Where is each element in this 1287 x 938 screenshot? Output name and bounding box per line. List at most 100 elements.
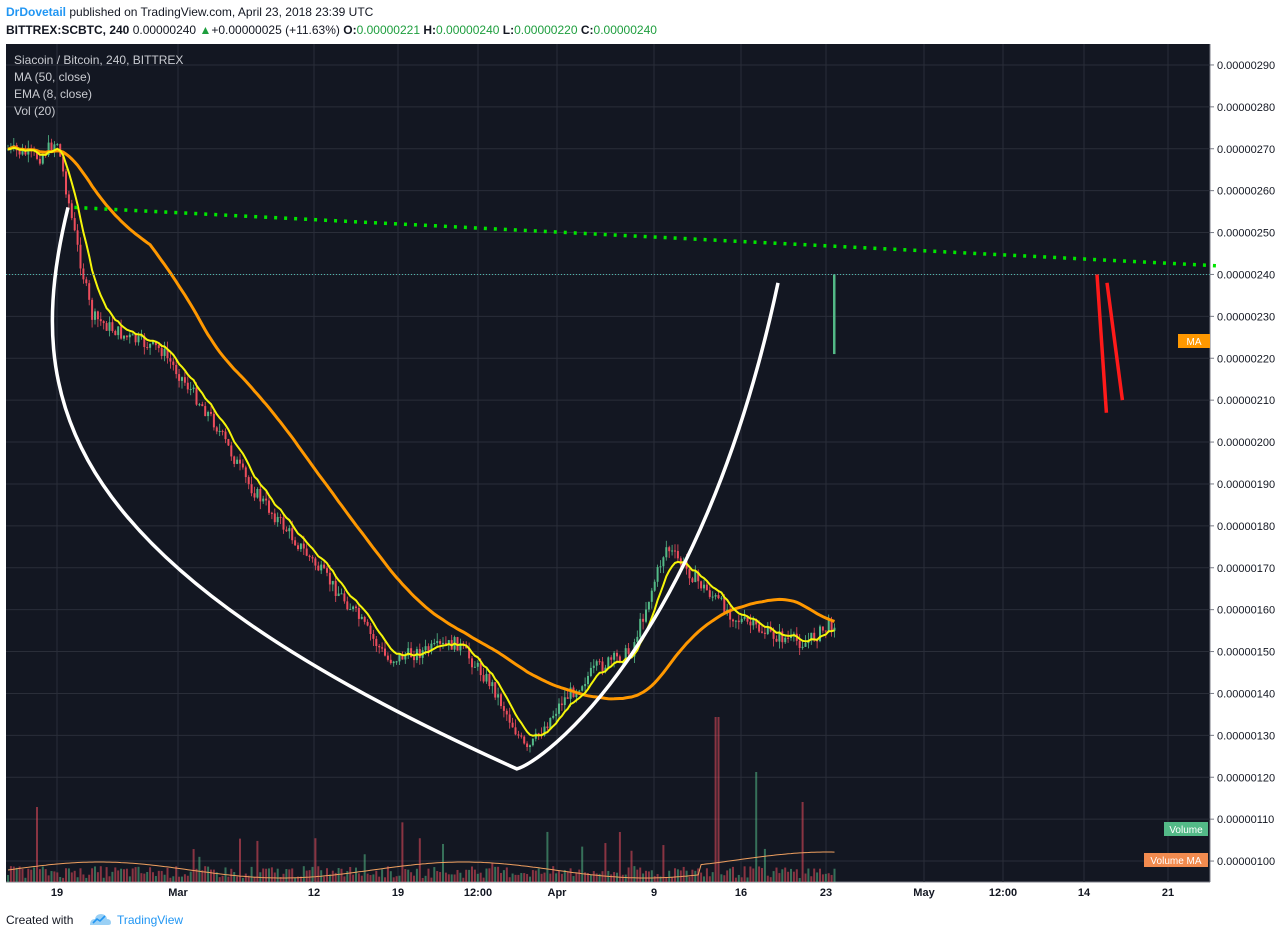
candle-body <box>433 642 436 644</box>
y-tick-label: 0.00000190 <box>1217 479 1275 491</box>
volume-bar <box>157 870 160 882</box>
legend-vol[interactable]: Vol (20) <box>14 104 56 118</box>
candle-body <box>239 459 241 464</box>
candle-body <box>479 662 482 676</box>
candle-body <box>96 311 99 320</box>
volume-bar <box>134 867 137 882</box>
candle-body <box>355 606 357 609</box>
candle-body <box>163 348 166 356</box>
candle-body <box>134 334 137 343</box>
candle-body <box>798 640 801 648</box>
x-tick-label: 12:00 <box>464 887 492 899</box>
chart-canvas[interactable]: 0.00000100 0.00000110 0.00000120 0.00000130… <box>0 44 1287 902</box>
chart-area[interactable]: 0.00000100 0.00000110 0.00000120 0.00000130… <box>0 44 1287 902</box>
volume-bar <box>421 877 424 882</box>
tradingview-link[interactable]: TradingView <box>117 913 184 927</box>
volume-bar <box>384 877 386 882</box>
volume-bar <box>398 875 401 882</box>
candle-body <box>36 151 38 159</box>
volume-bar <box>27 868 30 882</box>
candle-body <box>471 658 473 668</box>
volume-bar <box>418 838 421 882</box>
volume-bar <box>163 874 166 882</box>
volume-bar <box>360 875 363 882</box>
volume-bar <box>117 870 120 882</box>
candle-body <box>604 667 607 671</box>
candle-body <box>749 621 752 626</box>
x-tick-label: 14 <box>1078 887 1091 899</box>
y-tick-label: 0.00000160 <box>1217 605 1275 617</box>
candle-body <box>662 557 665 567</box>
candle-body <box>610 657 613 660</box>
candle-body <box>502 706 505 711</box>
volume-bar <box>317 866 320 882</box>
candle-body <box>375 638 378 647</box>
candle-body <box>273 513 276 523</box>
y-tick-label: 0.00000170 <box>1217 563 1275 575</box>
candle-body <box>334 580 337 596</box>
volume-bar <box>560 873 563 882</box>
candle-body <box>758 624 761 632</box>
volume-bar <box>149 867 152 882</box>
volume-bar <box>618 832 621 882</box>
candle-body <box>259 488 262 502</box>
candle-body <box>131 334 134 336</box>
candle-body <box>592 665 595 668</box>
volume-bar <box>392 877 395 882</box>
volume-bar <box>160 870 163 882</box>
candle-body <box>737 620 740 623</box>
candle-body <box>491 682 494 687</box>
x-tick-label: 23 <box>820 887 832 899</box>
volume-bar <box>598 873 601 882</box>
volume-bar <box>459 872 462 882</box>
volume-bar <box>169 877 172 882</box>
volume-bar <box>41 866 44 882</box>
candle-body <box>250 484 253 494</box>
volume-bar <box>784 867 787 882</box>
candle-body <box>70 203 73 219</box>
candle-body <box>285 529 288 532</box>
volume-bar <box>563 869 566 882</box>
volume-bar <box>827 873 830 882</box>
candle-body <box>598 661 601 663</box>
legend-ma[interactable]: MA (50, close) <box>14 70 91 84</box>
volume-bar <box>505 867 508 882</box>
volume-bar <box>410 872 413 882</box>
volume-bar <box>705 868 708 882</box>
volume-bar <box>711 872 714 882</box>
candle-body <box>372 633 375 639</box>
volume-bar <box>30 869 33 882</box>
low-value: 0.00000220 <box>514 23 578 37</box>
volume-bar <box>485 868 488 882</box>
candle-body <box>531 738 534 746</box>
volume-bar <box>688 876 691 882</box>
legend-title: Siacoin / Bitcoin, 240, BITTREX <box>14 53 184 67</box>
volume-bar <box>53 871 56 882</box>
candle-body <box>198 404 201 406</box>
volume-bar <box>181 876 183 882</box>
volume-bar <box>413 875 415 882</box>
candle-body <box>401 654 404 660</box>
volume-bar <box>186 875 189 882</box>
candle-body <box>108 322 111 331</box>
volume-bar <box>552 866 555 882</box>
candle-body <box>546 726 549 729</box>
legend-ema[interactable]: EMA (8, close) <box>14 87 93 101</box>
volume-bar <box>650 870 653 882</box>
candle-body <box>787 637 790 639</box>
candle-body <box>125 335 128 338</box>
candle-body <box>331 580 334 585</box>
author-link[interactable]: DrDovetail <box>6 5 67 19</box>
volume-bar <box>285 869 288 882</box>
volume-bar <box>120 868 123 882</box>
volume-bar <box>15 867 18 882</box>
x-tick-label: 9 <box>651 887 657 899</box>
volume-bar <box>778 873 781 882</box>
candle-body <box>743 616 746 619</box>
volume-bar <box>9 866 12 882</box>
candle-body <box>769 626 772 632</box>
created-with-text: Created with <box>6 913 74 927</box>
volume-bar <box>430 877 433 882</box>
candle-body <box>65 171 67 195</box>
candle-body <box>549 717 552 729</box>
